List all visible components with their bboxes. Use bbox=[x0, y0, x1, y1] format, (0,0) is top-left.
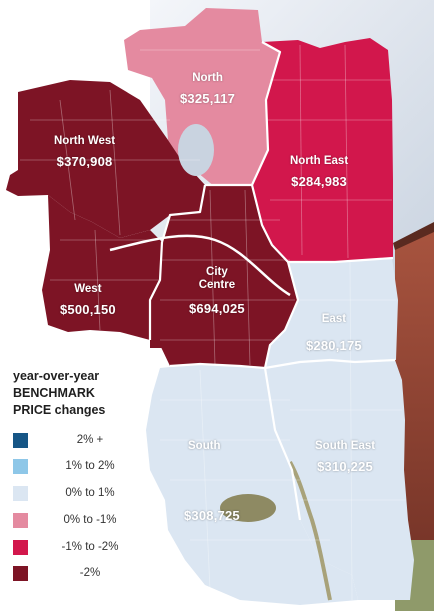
region-south-east bbox=[265, 360, 414, 600]
legend-label: 1% to 2% bbox=[65, 460, 115, 472]
region-label-north: North $325,117 bbox=[180, 72, 235, 107]
legend-title-line2: BENCHMARK bbox=[13, 386, 95, 400]
legend-item-down-1-to-2: -1% to -2% bbox=[13, 540, 138, 555]
region-name-north-east: North East bbox=[290, 155, 349, 167]
legend-item-up-1-to-2: 1% to 2% bbox=[13, 459, 138, 474]
legend-swatch bbox=[13, 433, 28, 448]
legend-swatch bbox=[13, 540, 28, 555]
legend-title: year-over-year BENCHMARK PRICE changes bbox=[13, 368, 138, 419]
legend-label: -2% bbox=[79, 567, 101, 579]
legend-item-up-2-plus: 2% + bbox=[13, 433, 138, 448]
legend-label: 0% to 1% bbox=[65, 487, 115, 499]
region-price-south: $308,725 bbox=[184, 508, 240, 523]
legend-title-line3: PRICE changes bbox=[13, 403, 106, 417]
region-price-city-centre: $694,025 bbox=[189, 301, 245, 317]
bow-river bbox=[109, 234, 291, 297]
region-name-west: West bbox=[74, 283, 102, 295]
region-city-centre bbox=[150, 185, 298, 368]
region-name-east: East bbox=[321, 313, 347, 325]
region-label-west: West $500,150 bbox=[60, 283, 116, 318]
region-north bbox=[124, 8, 280, 187]
region-price-north-east: $284,983 bbox=[291, 174, 347, 190]
region-boundaries bbox=[148, 41, 396, 521]
road-lines bbox=[20, 44, 406, 601]
legend-item-up-0-to-1: 0% to 1% bbox=[13, 486, 138, 501]
region-east bbox=[265, 258, 398, 368]
legend-label: 0% to -1% bbox=[63, 514, 117, 526]
region-label-north-east: North East $284,983 bbox=[290, 155, 348, 190]
south-reservoir bbox=[220, 494, 276, 522]
region-name-south: South bbox=[188, 440, 221, 452]
barn-roof bbox=[393, 222, 434, 250]
region-west bbox=[42, 195, 162, 340]
legend-swatch bbox=[13, 513, 28, 528]
region-name-north-west: North West bbox=[54, 135, 116, 147]
region-name-city-centre-line1: City bbox=[206, 266, 228, 278]
legend-swatch bbox=[13, 459, 28, 474]
legend-label: -1% to -2% bbox=[61, 541, 119, 553]
legend-item-down-2-plus: -2% bbox=[13, 566, 138, 581]
legend-swatch bbox=[13, 486, 28, 501]
map-legend: year-over-year BENCHMARK PRICE changes 2… bbox=[0, 358, 142, 611]
region-label-south: South $308,725 bbox=[184, 440, 240, 523]
legend-label: 2% + bbox=[76, 434, 104, 446]
region-north-east bbox=[252, 38, 393, 262]
elbow-river bbox=[288, 461, 332, 601]
region-north-west bbox=[6, 80, 205, 238]
region-price-north: $325,117 bbox=[180, 91, 236, 107]
reservoir bbox=[178, 124, 214, 176]
region-name-city-centre-line2: Centre bbox=[198, 279, 236, 292]
region-label-south-east: South East $310,225 bbox=[315, 440, 375, 475]
region-name-south-east: South East bbox=[315, 440, 376, 452]
legend-item-down-0-to-1: 0% to -1% bbox=[13, 513, 138, 528]
region-label-city-centre: City Centre $694,025 bbox=[189, 266, 245, 317]
region-price-west: $500,150 bbox=[60, 302, 116, 318]
legend-title-line1: year-over-year bbox=[13, 369, 100, 383]
region-name-north: North bbox=[192, 72, 223, 84]
region-label-north-west: North West $370,908 bbox=[54, 135, 115, 170]
region-price-south-east: $310,225 bbox=[317, 459, 373, 475]
region-price-north-west: $370,908 bbox=[56, 154, 113, 170]
region-label-east: East $280,175 bbox=[306, 313, 362, 354]
region-west-notch bbox=[150, 318, 168, 348]
region-price-east: $280,175 bbox=[306, 338, 362, 354]
region-south bbox=[146, 364, 358, 605]
legend-swatch bbox=[13, 566, 28, 581]
